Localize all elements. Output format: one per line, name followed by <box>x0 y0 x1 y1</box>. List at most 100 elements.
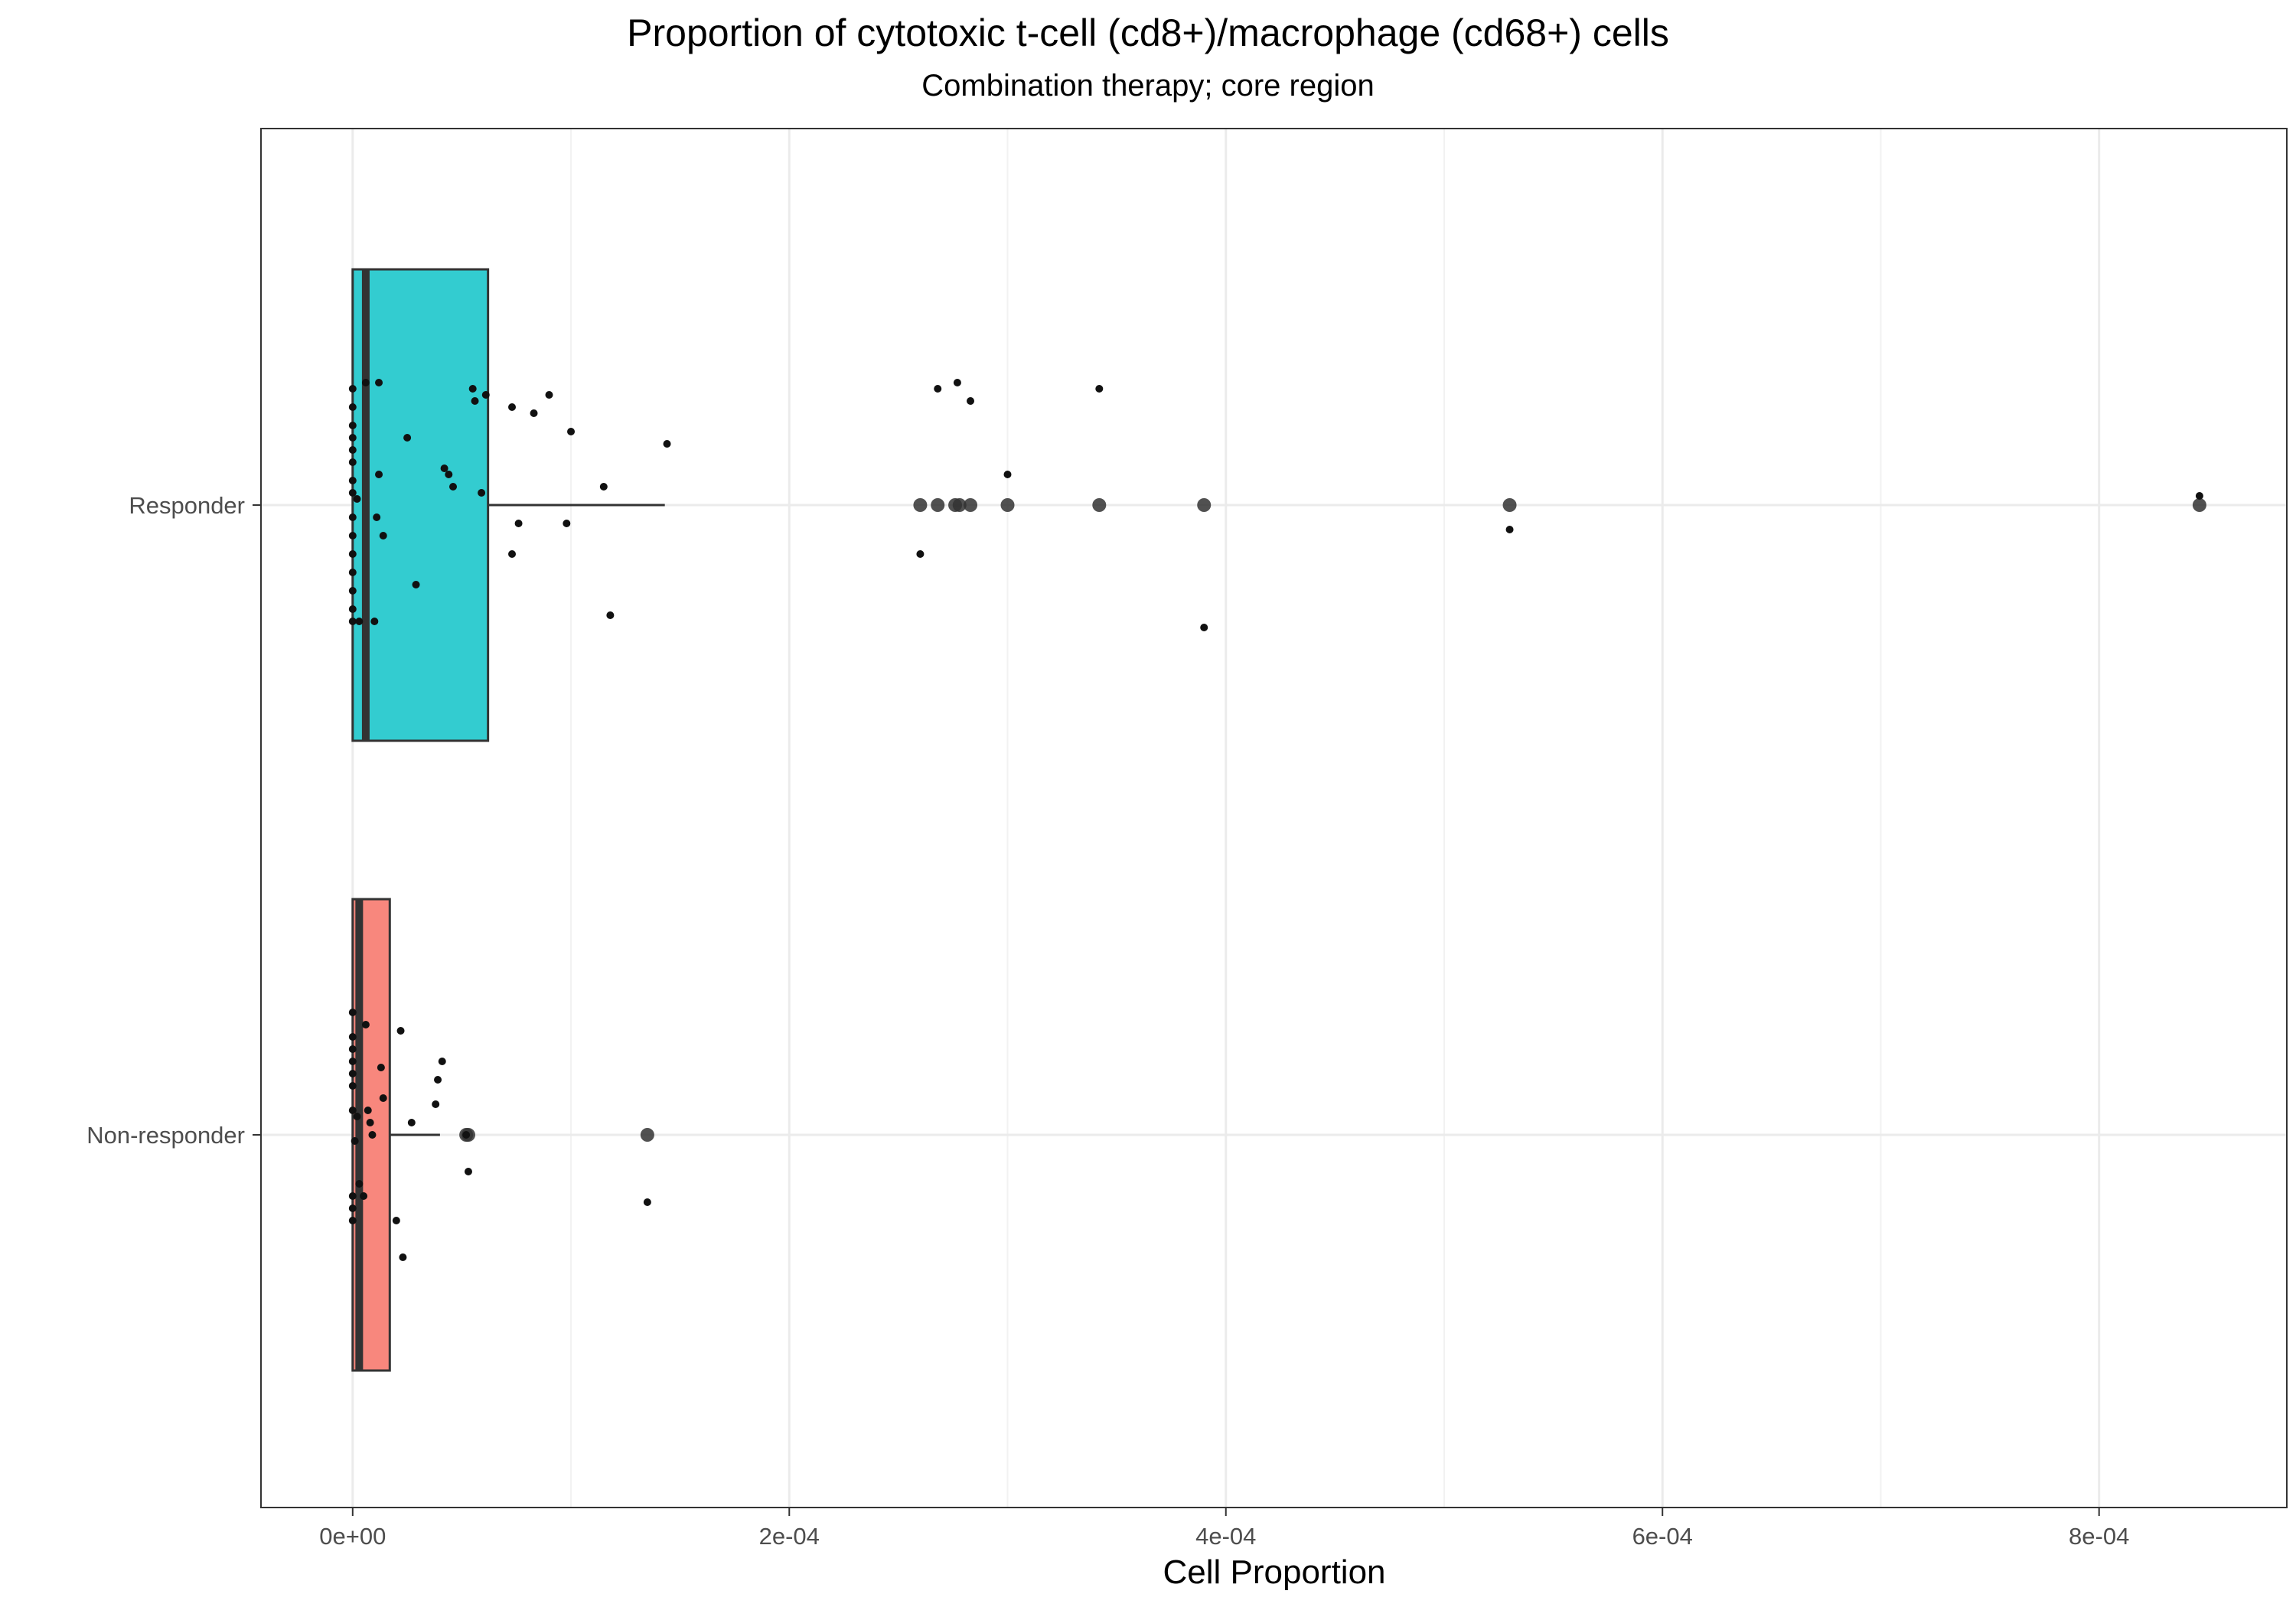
jitter-point <box>375 471 383 478</box>
jitter-point <box>481 391 490 399</box>
jitter-point <box>348 458 357 466</box>
x-tick-label: 2e-04 <box>759 1523 820 1550</box>
jitter-point <box>353 1113 361 1120</box>
jitter-point <box>348 403 357 411</box>
point-layer <box>348 379 2206 1261</box>
jitter-point <box>348 1070 357 1077</box>
jitter-point <box>478 489 486 497</box>
outlier-point <box>640 1128 654 1142</box>
jitter-point <box>348 1045 357 1053</box>
jitter-point <box>953 379 961 386</box>
outlier-point <box>1502 498 1517 512</box>
box-layer <box>351 268 665 1372</box>
plot-panel-border <box>260 128 2288 1508</box>
jitter-point <box>348 513 357 521</box>
y-tick-label: Responder <box>129 492 245 519</box>
jitter-point <box>934 385 942 393</box>
jitter-point <box>1095 385 1104 393</box>
jitter-point <box>348 532 357 539</box>
jitter-point <box>370 618 379 625</box>
jitter-point <box>1200 624 1208 631</box>
jitter-point <box>449 483 458 491</box>
jitter-point <box>643 1198 651 1206</box>
outlier-point <box>1000 498 1015 512</box>
x-axis-title: Cell Proportion <box>1163 1553 1386 1591</box>
jitter-point <box>348 605 357 613</box>
jitter-point <box>916 550 925 558</box>
outlier-point <box>931 498 945 512</box>
jitter-point <box>375 379 383 386</box>
jitter-point <box>545 391 553 399</box>
x-tick-label: 4e-04 <box>1195 1523 1256 1550</box>
grid-lines <box>261 129 2287 1508</box>
jitter-point <box>663 440 671 448</box>
jitter-point <box>348 1204 357 1212</box>
jitter-point <box>348 1082 357 1090</box>
jitter-point <box>508 403 517 411</box>
jitter-point <box>567 428 576 435</box>
jitter-point <box>2195 492 2203 500</box>
jitter-point <box>379 1094 387 1102</box>
jitter-point <box>368 1131 377 1139</box>
axis-layer: 0e+00 2e-04 4e-04 6e-04 8e-04 Responder Non-re… <box>86 492 2129 1550</box>
jitter-point <box>348 385 357 393</box>
jitter-point <box>967 397 975 405</box>
jitter-point <box>348 587 357 595</box>
jitter-point <box>348 489 357 497</box>
jitter-point <box>355 618 364 625</box>
jitter-point <box>348 477 357 484</box>
jitter-point <box>361 1021 370 1028</box>
jitter-point <box>348 569 357 576</box>
jitter-point <box>599 483 608 491</box>
jitter-point <box>348 550 357 558</box>
jitter-point <box>348 1217 357 1224</box>
jitter-point <box>379 532 387 539</box>
jitter-point <box>464 1168 472 1175</box>
jitter-point <box>434 1076 442 1084</box>
jitter-point <box>348 434 357 442</box>
jitter-point <box>445 471 453 478</box>
jitter-point <box>403 434 412 442</box>
jitter-point <box>396 1027 405 1035</box>
chart-title: Proportion of cytotoxic t-cell (cd8+)/ma… <box>627 11 1669 54</box>
outlier-point <box>1092 498 1107 512</box>
box <box>351 268 490 742</box>
jitter-point <box>440 464 448 472</box>
jitter-point <box>348 1033 357 1041</box>
jitter-point <box>348 618 357 625</box>
jitter-point <box>351 1137 359 1145</box>
jitter-point <box>1505 526 1514 533</box>
x-tick-label: 8e-04 <box>2069 1523 2129 1550</box>
jitter-point <box>348 1192 357 1200</box>
jitter-point <box>432 1100 440 1108</box>
jitter-point <box>377 1064 385 1071</box>
jitter-point <box>471 397 479 405</box>
outlier-point <box>952 498 967 512</box>
jitter-point <box>360 1192 368 1200</box>
x-tick-label: 6e-04 <box>1632 1523 1693 1550</box>
jitter-point <box>606 611 615 619</box>
jitter-point <box>348 1009 357 1016</box>
jitter-point <box>468 385 477 393</box>
jitter-point <box>399 1253 407 1261</box>
chart-subtitle: Combination therapy; core region <box>921 69 1375 103</box>
jitter-point <box>514 520 523 527</box>
outlier-point <box>1197 498 1212 512</box>
jitter-point <box>373 513 381 521</box>
jitter-point <box>530 409 538 417</box>
jitter-point <box>348 1107 357 1114</box>
outlier-point <box>2192 498 2206 512</box>
jitter-point <box>508 550 517 558</box>
jitter-point <box>438 1058 446 1065</box>
jitter-point <box>361 379 370 386</box>
jitter-point <box>348 446 357 454</box>
jitter-point <box>366 1119 374 1126</box>
jitter-point <box>462 1131 471 1139</box>
jitter-point <box>412 581 420 588</box>
jitter-point <box>407 1119 416 1126</box>
x-tick-label: 0e+00 <box>319 1523 386 1550</box>
jitter-point <box>348 1058 357 1065</box>
jitter-point <box>364 1107 372 1114</box>
jitter-point <box>348 422 357 429</box>
